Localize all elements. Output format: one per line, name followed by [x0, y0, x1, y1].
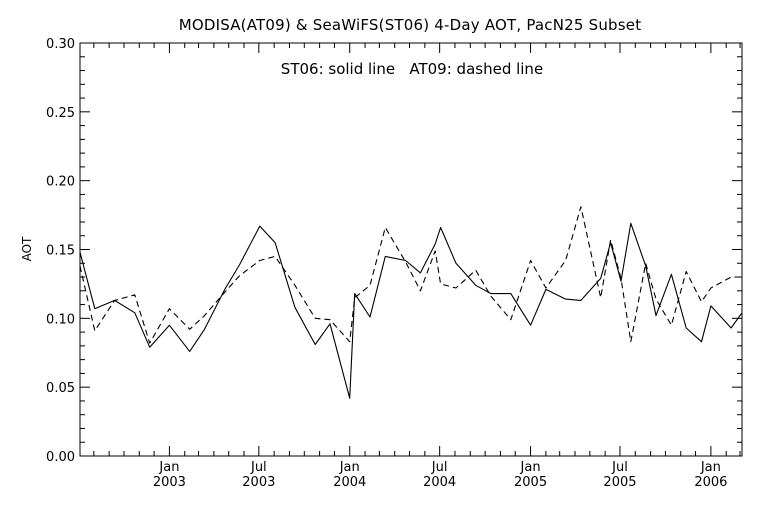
y-tick-label: 0.05 [46, 381, 75, 396]
x-tick-label-month: Jan [700, 460, 721, 475]
x-tick-label-year: 2004 [333, 475, 366, 490]
line-style-annotation: ST06: solid line AT09: dashed line [281, 60, 543, 78]
series-line-st06 [79, 222, 743, 399]
x-tick-label-year: 2003 [153, 475, 186, 490]
plot-layer: 0.000.050.100.150.200.250.30Jan2003Jul20… [46, 37, 743, 490]
y-tick-label: 0.15 [46, 244, 75, 259]
series-line-at09 [79, 206, 742, 344]
y-tick-label: 0.10 [46, 312, 75, 327]
y-tick-label: 0.25 [46, 106, 75, 121]
chart-title: MODISA(AT09) & SeaWiFS(ST06) 4-Day AOT, … [179, 16, 642, 34]
x-tick-label-month: Jul [250, 460, 267, 475]
x-tick-label-month: Jan [158, 460, 179, 475]
x-tick-label-year: 2006 [694, 475, 727, 490]
x-tick-label-year: 2004 [423, 475, 456, 490]
x-tick-label-month: Jul [611, 460, 628, 475]
y-tick-label: 0.20 [46, 175, 75, 190]
x-tick-label-month: Jan [520, 460, 541, 475]
x-tick-label-year: 2003 [242, 475, 275, 490]
y-axis-label: AOT [20, 236, 34, 261]
y-tick-label: 0.00 [46, 450, 75, 465]
y-tick-label: 0.30 [46, 37, 75, 52]
x-tick-label-year: 2005 [603, 475, 636, 490]
x-tick-label-year: 2005 [514, 475, 547, 490]
x-tick-label-month: Jul [431, 460, 448, 475]
x-tick-label-month: Jan [339, 460, 360, 475]
